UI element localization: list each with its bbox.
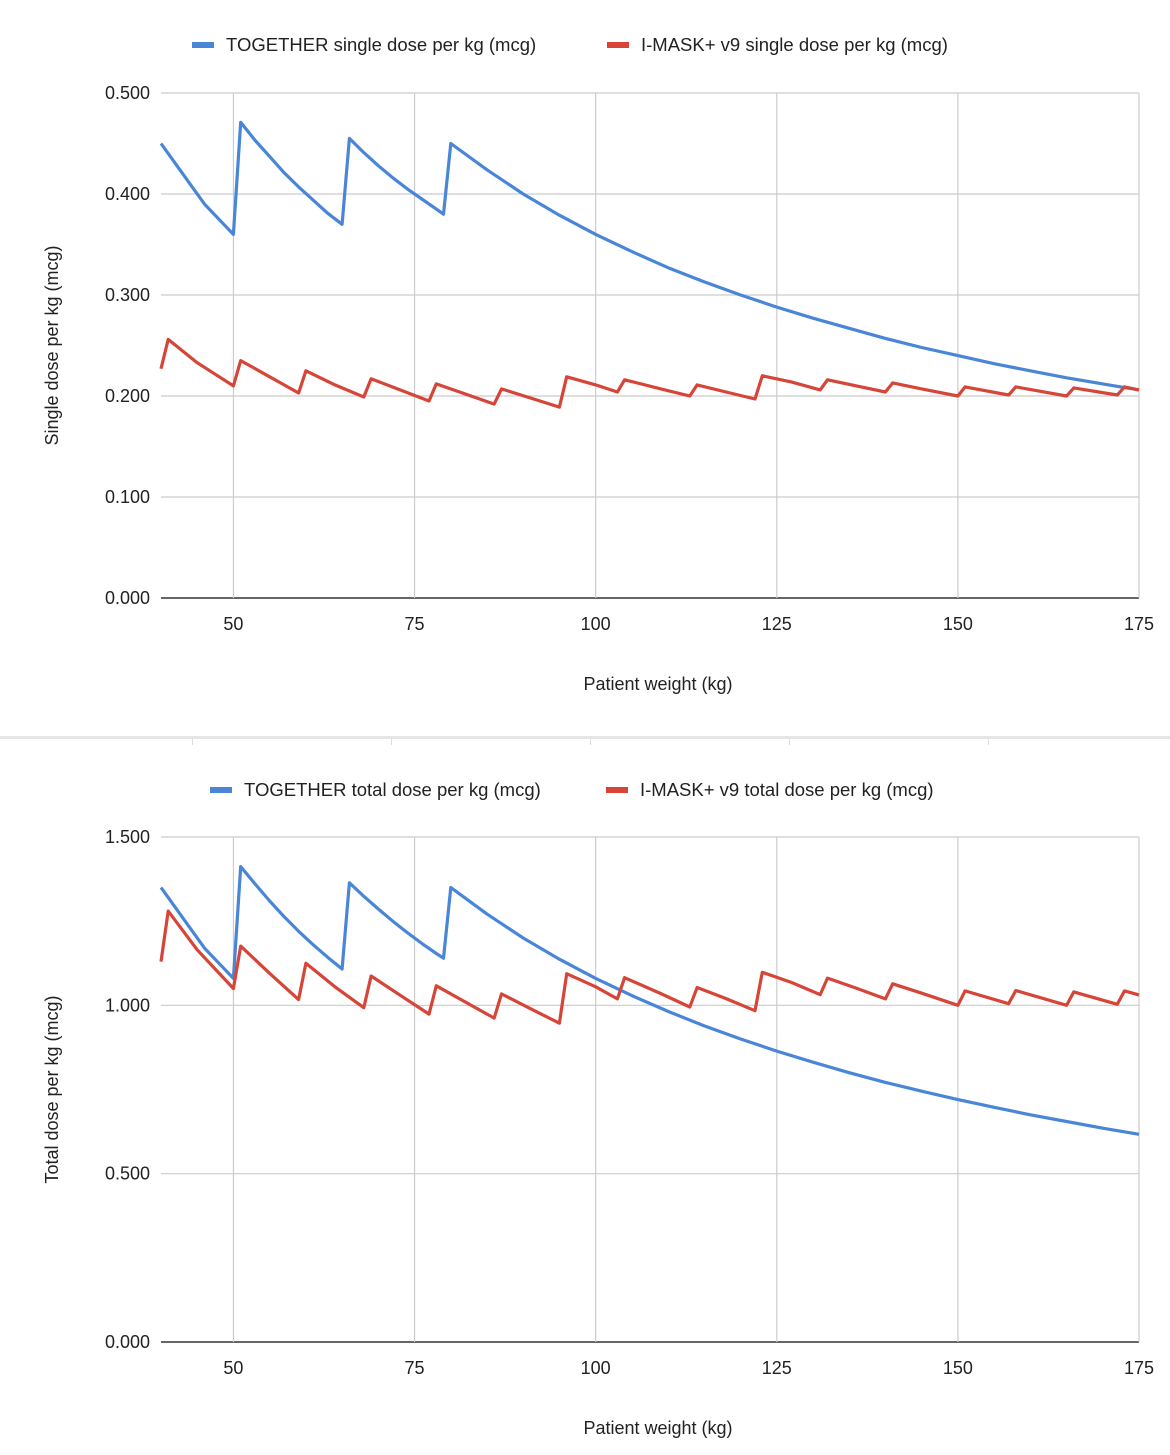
- y-axis-title: Single dose per kg (mcg): [42, 245, 62, 445]
- x-tick-label: 175: [1124, 1358, 1154, 1378]
- y-tick-label: 0.100: [105, 487, 150, 507]
- series-line-1: [159, 120, 1140, 392]
- x-tick-label: 75: [405, 1358, 425, 1378]
- x-tick-label: 150: [943, 614, 973, 634]
- legend-label-1: TOGETHER total dose per kg (mcg): [244, 779, 541, 800]
- y-tick-label: 0.200: [105, 386, 150, 406]
- legend-swatch-2: [606, 787, 628, 793]
- x-tick-label: 100: [581, 614, 611, 634]
- single-dose-chart-svg: 0.000 0.100 0.200 0.300 0.400 0.500 50 75 100 125…: [42, 34, 1154, 694]
- divider-tick: [192, 739, 193, 745]
- y-tick-label: 0.000: [105, 1332, 150, 1352]
- x-tick-label: 150: [943, 1358, 973, 1378]
- total-dose-chart: 0.000 0.500 1.000 1.500 50 75 100 125 150 175 Pati…: [0, 745, 1170, 1455]
- y-tick-label: 0.000: [105, 588, 150, 608]
- divider-tick: [789, 739, 790, 745]
- y-tick-label: 0.500: [105, 83, 150, 103]
- x-tick-label: 75: [405, 614, 425, 634]
- divider-tick: [391, 739, 392, 745]
- divider-tick: [590, 739, 591, 745]
- legend-swatch-1: [192, 42, 214, 48]
- x-axis-title: Patient weight (kg): [583, 1418, 732, 1438]
- x-tick-label: 175: [1124, 614, 1154, 634]
- x-tick-label: 100: [581, 1358, 611, 1378]
- y-tick-label: 1.000: [105, 995, 150, 1015]
- single-dose-chart: 0.000 0.100 0.200 0.300 0.400 0.500 50 75 100 125…: [42, 34, 1154, 694]
- x-axis-title: Patient weight (kg): [583, 674, 732, 694]
- x-tick-label: 50: [223, 614, 243, 634]
- legend-label-2: I-MASK+ v9 total dose per kg (mcg): [640, 779, 934, 800]
- series-line-1: [159, 865, 1140, 1136]
- divider-tick: [988, 739, 989, 745]
- series-line-2: [159, 909, 1140, 1025]
- y-axis-title: Total dose per kg (mcg): [42, 995, 62, 1183]
- y-tick-label: 1.500: [105, 827, 150, 847]
- legend-swatch-1: [210, 787, 232, 793]
- legend-label-1: TOGETHER single dose per kg (mcg): [226, 34, 536, 55]
- x-tick-label: 125: [762, 614, 792, 634]
- x-tick-label: 50: [223, 1358, 243, 1378]
- y-tick-label: 0.500: [105, 1164, 150, 1184]
- y-tick-label: 0.300: [105, 285, 150, 305]
- y-tick-label: 0.400: [105, 184, 150, 204]
- x-tick-label: 125: [762, 1358, 792, 1378]
- series-line-2: [159, 337, 1140, 409]
- legend-label-2: I-MASK+ v9 single dose per kg (mcg): [641, 34, 948, 55]
- chart-divider: [0, 736, 1170, 739]
- legend-swatch-2: [607, 42, 629, 48]
- total-dose-chart-svg: 0.000 0.500 1.000 1.500 50 75 100 125 150 175 Pati…: [42, 779, 1154, 1438]
